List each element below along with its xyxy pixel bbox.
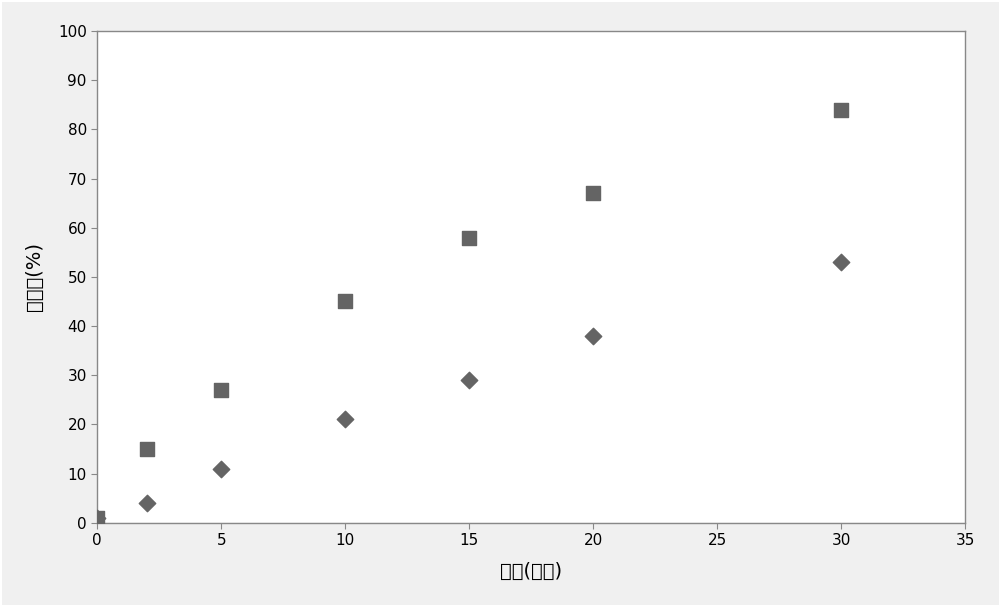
Point xyxy=(337,415,353,424)
Point xyxy=(585,188,601,198)
Y-axis label: 去除率(%): 去除率(%) xyxy=(25,242,44,311)
Point xyxy=(833,258,849,267)
Point xyxy=(89,513,105,522)
Point xyxy=(337,296,353,306)
Point xyxy=(139,444,155,454)
Point xyxy=(89,513,105,522)
Point xyxy=(139,498,155,508)
Point xyxy=(585,331,601,341)
Point xyxy=(213,385,229,395)
Point xyxy=(833,105,849,115)
X-axis label: 时间(分钟): 时间(分钟) xyxy=(500,562,562,581)
Point xyxy=(461,233,477,242)
Point xyxy=(461,375,477,385)
Point xyxy=(213,464,229,473)
